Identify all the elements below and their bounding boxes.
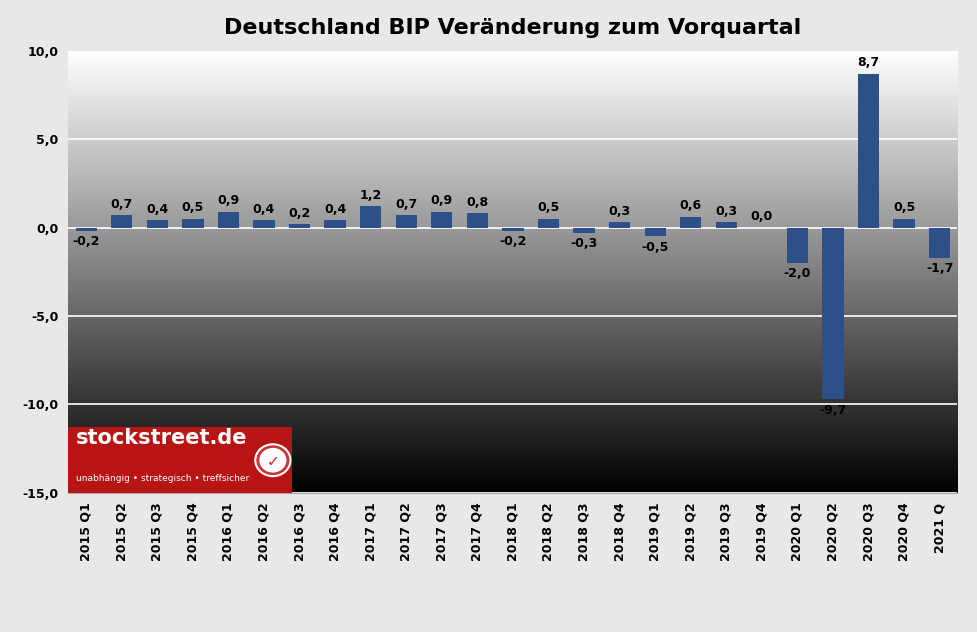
Text: 0,4: 0,4 — [253, 203, 276, 216]
Ellipse shape — [255, 444, 290, 476]
Bar — [645, 228, 666, 236]
Bar — [360, 206, 381, 228]
Text: 0,6: 0,6 — [680, 200, 701, 212]
Text: 0,9: 0,9 — [217, 194, 239, 207]
Bar — [715, 222, 737, 228]
Text: stockstreet.de: stockstreet.de — [75, 428, 247, 449]
Text: 0,0: 0,0 — [750, 210, 773, 223]
Title: Deutschland BIP Veränderung zum Vorquartal: Deutschland BIP Veränderung zum Vorquart… — [225, 18, 801, 38]
Bar — [182, 219, 203, 228]
Bar — [573, 228, 595, 233]
Text: 0,7: 0,7 — [395, 198, 417, 210]
Bar — [680, 217, 701, 228]
Text: 0,5: 0,5 — [537, 201, 560, 214]
Bar — [609, 222, 630, 228]
Text: -0,2: -0,2 — [499, 236, 527, 248]
Bar — [431, 212, 452, 228]
Text: 0,7: 0,7 — [110, 198, 133, 210]
Bar — [111, 215, 133, 228]
Bar — [858, 73, 879, 228]
Text: 0,9: 0,9 — [431, 194, 453, 207]
Text: -2,0: -2,0 — [784, 267, 811, 281]
Text: 0,3: 0,3 — [715, 205, 738, 218]
Text: 0,3: 0,3 — [609, 205, 631, 218]
Text: 0,5: 0,5 — [893, 201, 915, 214]
Text: 0,5: 0,5 — [182, 201, 204, 214]
Bar — [218, 212, 239, 228]
Bar — [786, 228, 808, 263]
Bar — [396, 215, 417, 228]
Text: -0,2: -0,2 — [72, 236, 100, 248]
Text: -0,3: -0,3 — [571, 237, 598, 250]
Bar — [147, 221, 168, 228]
Bar — [929, 228, 951, 258]
Bar — [502, 228, 524, 231]
Bar — [253, 221, 275, 228]
Ellipse shape — [259, 448, 286, 473]
Bar — [823, 228, 844, 399]
Text: -0,5: -0,5 — [642, 241, 669, 254]
Bar — [467, 214, 488, 228]
Text: 8,7: 8,7 — [858, 56, 879, 69]
Bar — [537, 219, 559, 228]
Text: 0,4: 0,4 — [324, 203, 346, 216]
Text: 1,2: 1,2 — [360, 189, 382, 202]
Text: ✓: ✓ — [267, 454, 279, 470]
Text: 0,4: 0,4 — [147, 203, 168, 216]
Bar — [893, 219, 914, 228]
Text: -9,7: -9,7 — [820, 404, 847, 416]
Bar — [324, 221, 346, 228]
Text: 0,2: 0,2 — [288, 207, 311, 219]
Bar — [68, 427, 292, 493]
Text: -1,7: -1,7 — [926, 262, 954, 275]
Text: 0,8: 0,8 — [466, 196, 488, 209]
Bar — [75, 228, 97, 231]
Bar — [289, 224, 311, 228]
Text: unabhängig • strategisch • treffsicher: unabhängig • strategisch • treffsicher — [75, 474, 249, 483]
